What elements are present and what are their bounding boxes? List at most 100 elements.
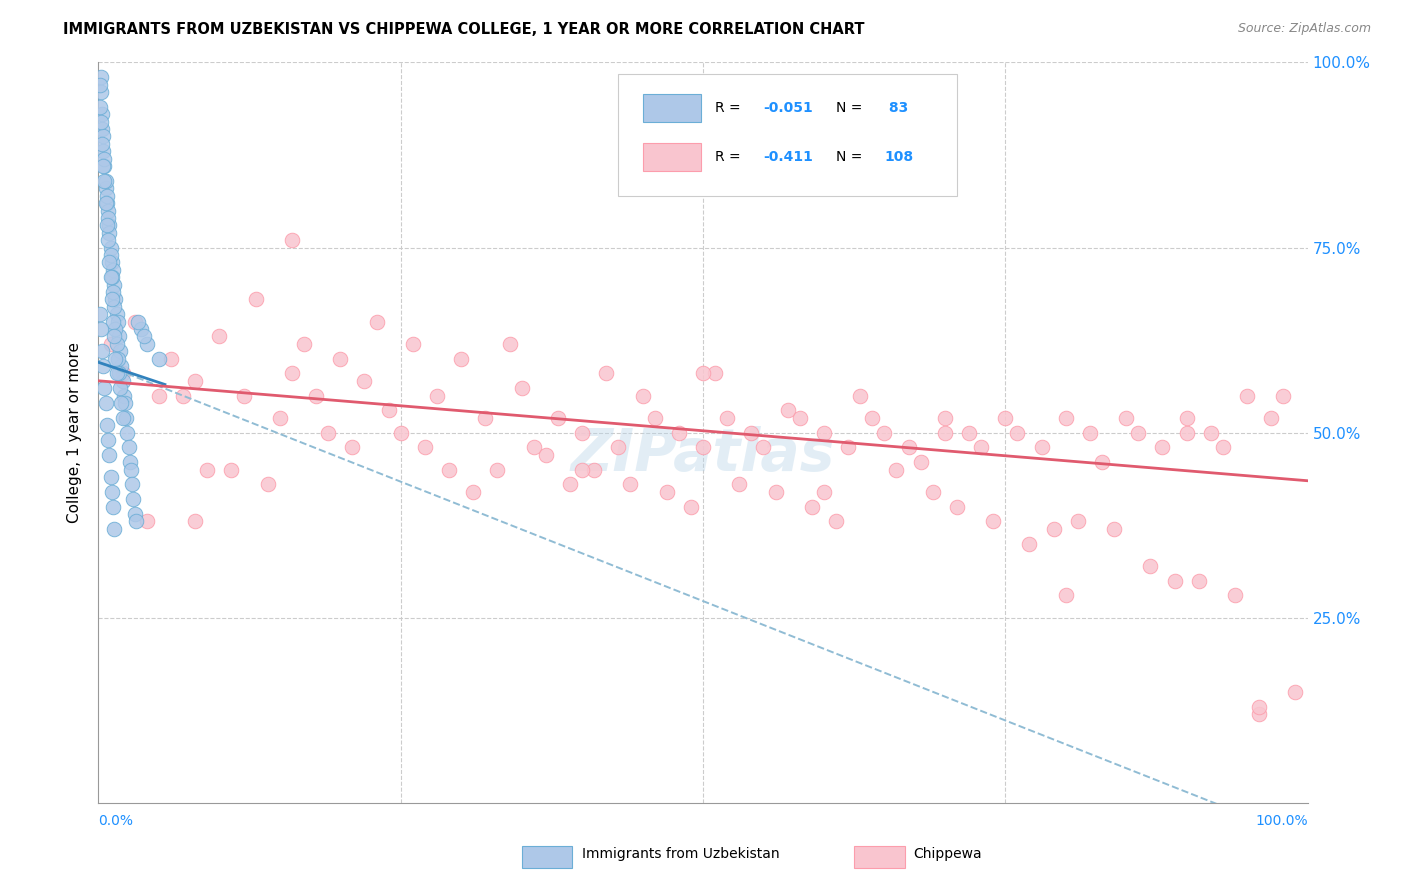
Point: [90, 322, 112, 336]
Point: [89, 78, 111, 92]
Point: [100, 270, 122, 285]
Point: [776, 403, 799, 417]
Point: [148, 388, 170, 402]
Point: [110, 396, 132, 410]
Point: [631, 388, 654, 402]
Point: [450, 351, 472, 366]
Point: [96, 188, 118, 202]
Point: [1188, 574, 1211, 588]
Point: [813, 425, 835, 440]
Point: [934, 410, 956, 425]
Point: [96, 196, 118, 211]
Point: [1115, 410, 1137, 425]
Point: [101, 500, 124, 514]
Point: [1067, 515, 1090, 529]
Point: [111, 367, 134, 381]
Point: [91, 122, 114, 136]
Point: [91, 136, 114, 151]
Point: [98, 255, 121, 269]
Point: [510, 381, 533, 395]
Point: [329, 351, 352, 366]
Point: [873, 425, 896, 440]
Point: [98, 219, 121, 233]
Point: [124, 314, 146, 328]
Point: [97, 203, 120, 218]
Point: [619, 477, 641, 491]
Point: [607, 441, 630, 455]
Point: [100, 240, 122, 255]
Point: [115, 410, 138, 425]
Point: [125, 515, 148, 529]
Point: [292, 336, 315, 351]
Point: [1152, 441, 1174, 455]
Point: [426, 388, 449, 402]
Point: [437, 462, 460, 476]
Text: ZIPatlas: ZIPatlas: [571, 426, 835, 483]
Point: [1054, 589, 1077, 603]
Point: [1139, 558, 1161, 573]
FancyBboxPatch shape: [522, 846, 572, 868]
Point: [547, 410, 569, 425]
Point: [108, 329, 131, 343]
Point: [1175, 425, 1198, 440]
Text: -0.051: -0.051: [763, 101, 813, 114]
Point: [668, 425, 690, 440]
Point: [886, 462, 908, 476]
Point: [111, 410, 134, 425]
Point: [486, 462, 509, 476]
Point: [104, 293, 127, 307]
Point: [1223, 589, 1246, 603]
Point: [849, 388, 872, 402]
Text: Immigrants from Uzbekistan: Immigrants from Uzbekistan: [582, 847, 780, 861]
Text: R =: R =: [716, 150, 745, 164]
Point: [101, 285, 124, 299]
Point: [256, 477, 278, 491]
Point: [107, 314, 129, 328]
Point: [160, 351, 183, 366]
Point: [692, 367, 714, 381]
Point: [595, 367, 617, 381]
Point: [100, 270, 122, 285]
Point: [94, 174, 117, 188]
Point: [402, 336, 425, 351]
Point: [221, 462, 243, 476]
Point: [101, 262, 124, 277]
Point: [124, 507, 146, 521]
Point: [897, 441, 920, 455]
Point: [184, 374, 207, 388]
Point: [305, 388, 328, 402]
Point: [1091, 455, 1114, 469]
Point: [704, 367, 727, 381]
Text: R =: R =: [716, 101, 745, 114]
Point: [100, 470, 122, 484]
Point: [120, 462, 142, 476]
Point: [789, 410, 811, 425]
Point: [148, 351, 170, 366]
Point: [1163, 574, 1185, 588]
Point: [101, 314, 124, 328]
Point: [91, 344, 114, 359]
Point: [112, 388, 135, 402]
Point: [195, 462, 218, 476]
Point: [118, 441, 141, 455]
Point: [413, 441, 436, 455]
Point: [91, 159, 114, 173]
Point: [105, 336, 128, 351]
Point: [91, 145, 114, 159]
Point: [103, 277, 125, 292]
Point: [1018, 536, 1040, 550]
Point: [107, 351, 129, 366]
Point: [89, 100, 111, 114]
Point: [93, 381, 115, 395]
Point: [1007, 425, 1029, 440]
Point: [498, 336, 520, 351]
Point: [474, 410, 496, 425]
Point: [122, 492, 145, 507]
Point: [100, 336, 122, 351]
Point: [692, 441, 714, 455]
Point: [813, 484, 835, 499]
Point: [921, 484, 943, 499]
FancyBboxPatch shape: [643, 143, 700, 171]
Point: [583, 462, 606, 476]
Point: [728, 477, 751, 491]
